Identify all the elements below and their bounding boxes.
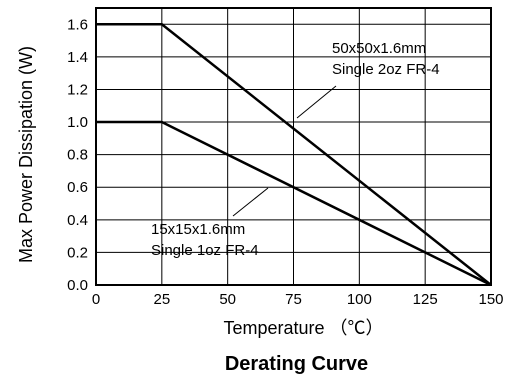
annotation-text: Single 2oz FR-4 (332, 61, 440, 78)
x-tick-label: 25 (153, 291, 170, 308)
series-line-1 (96, 23, 492, 286)
x-tick-label: 125 (413, 291, 438, 308)
y-tick-label: 1.2 (67, 81, 88, 98)
x-tick-label: 150 (478, 291, 503, 308)
x-axis-label: Temperature （℃） (223, 318, 383, 338)
y-tick-label: 1.6 (67, 16, 88, 33)
annotations: 50x50x1.6mm Single 2oz FR-4 15x15x1.6mm Sin… (151, 40, 440, 259)
x-tick-label: 0 (92, 291, 100, 308)
y-axis-label: Max Power Dissipation (W) (16, 46, 36, 263)
y-tick-label: 1.4 (67, 49, 88, 66)
annotation-leader-line (296, 85, 337, 119)
tick-labels: 0 25 50 75 100 125 150 0.0 0.2 0.4 0.6 0.8 1.0 1.2 1.4… (67, 16, 503, 308)
x-tick-label: 50 (219, 291, 236, 308)
y-tick-label: 0.2 (67, 244, 88, 261)
grid-lines (96, 8, 491, 285)
x-tick-label: 100 (347, 291, 372, 308)
chart-title: Derating Curve (225, 353, 368, 375)
annotation-leader-line (232, 187, 269, 217)
plot-frame (95, 7, 492, 286)
annotation-text: 15x15x1.6mm (151, 221, 245, 238)
y-tick-label: 0.6 (67, 179, 88, 196)
y-tick-label: 1.0 (67, 114, 88, 131)
y-tick-label: 0.0 (67, 277, 88, 294)
annotation-text: 50x50x1.6mm (332, 40, 426, 57)
series-line-2 (96, 120, 492, 287)
annotation-text: Single 1oz FR-4 (151, 242, 259, 259)
y-tick-label: 0.4 (67, 212, 88, 229)
series-lines (96, 23, 492, 287)
y-tick-label: 0.8 (67, 147, 88, 164)
x-tick-label: 75 (285, 291, 302, 308)
